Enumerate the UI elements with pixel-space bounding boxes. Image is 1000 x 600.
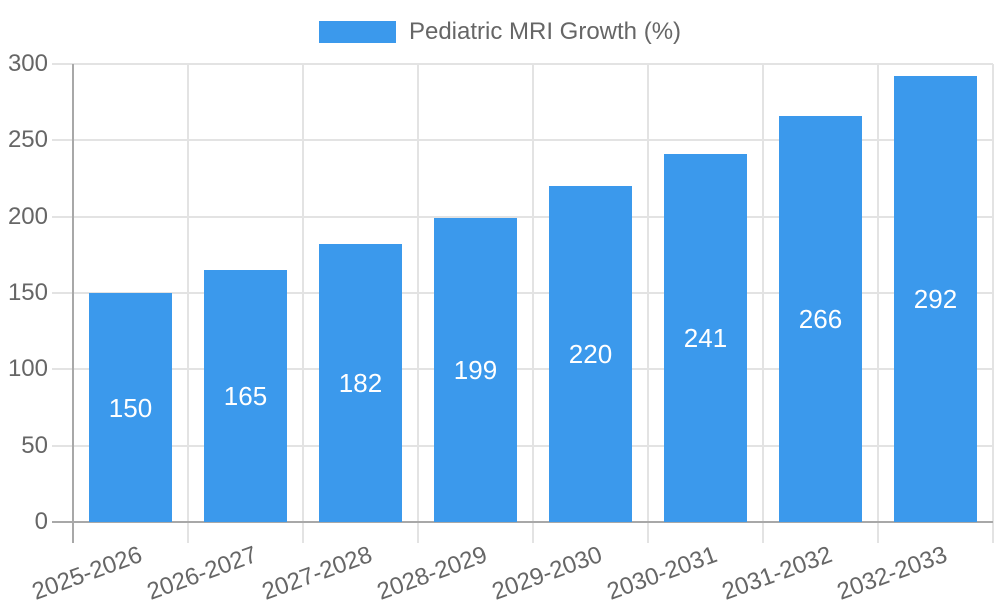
bar-value-label: 292 <box>913 284 958 315</box>
bar: 292 <box>894 76 977 522</box>
y-axis-tick-label: 150 <box>7 279 48 306</box>
gridline-vertical <box>302 64 304 543</box>
bar-value-label: 241 <box>683 323 728 354</box>
x-axis-tick-label: 2030-2031 <box>603 541 721 600</box>
bar-value-label: 220 <box>568 339 613 370</box>
bar: 150 <box>89 293 172 522</box>
gridline-horizontal <box>52 63 993 65</box>
y-axis-tick-label: 200 <box>7 202 48 230</box>
bar-value-label: 165 <box>223 381 268 412</box>
y-axis-tick-label: 0 <box>34 508 48 535</box>
x-axis-tick-label: 2026-2027 <box>143 541 261 600</box>
bar: 266 <box>779 115 862 522</box>
gridline-horizontal <box>52 139 993 142</box>
gridline-vertical <box>647 64 649 543</box>
legend-label: Pediatric MRI Growth (%) <box>408 18 682 45</box>
gridline-vertical <box>187 64 189 543</box>
bar-value-label: 150 <box>108 392 153 423</box>
bar-value-label: 182 <box>338 368 383 399</box>
gridline-vertical <box>877 64 879 543</box>
y-axis-tick-label: 100 <box>7 355 48 383</box>
y-axis-tick-label: 250 <box>7 126 48 154</box>
gridline-vertical <box>992 64 994 543</box>
x-axis-line <box>52 521 993 523</box>
bar-value-label: 266 <box>798 303 843 334</box>
x-axis-tick-label: 2029-2030 <box>488 541 606 600</box>
bar-value-label: 199 <box>453 355 498 386</box>
gridline-vertical <box>532 64 534 543</box>
bar: 220 <box>549 186 632 522</box>
x-axis-tick-label: 2028-2029 <box>373 541 491 600</box>
y-axis-line <box>72 64 74 543</box>
bar: 199 <box>434 218 517 522</box>
x-axis-tick-label: 2032-2033 <box>833 541 951 600</box>
bar: 241 <box>664 154 747 522</box>
gridline-vertical <box>762 64 764 543</box>
gridline-vertical <box>417 64 419 543</box>
gridline-horizontal <box>52 444 993 447</box>
x-axis-tick-label: 2025-2026 <box>28 541 146 600</box>
gridline-horizontal <box>52 215 993 218</box>
legend[interactable]: Pediatric MRI Growth (%) <box>0 16 1000 48</box>
y-axis-tick-label: 300 <box>7 50 48 77</box>
y-axis-tick-label: 50 <box>21 431 48 459</box>
x-axis-tick-label: 2027-2028 <box>258 541 376 600</box>
x-axis-tick-label: 2031-2032 <box>718 541 836 600</box>
bar: 165 <box>204 270 287 522</box>
gridline-horizontal <box>52 368 993 371</box>
gridline-horizontal <box>52 292 993 294</box>
bar: 182 <box>319 244 402 522</box>
legend-swatch <box>318 21 396 43</box>
